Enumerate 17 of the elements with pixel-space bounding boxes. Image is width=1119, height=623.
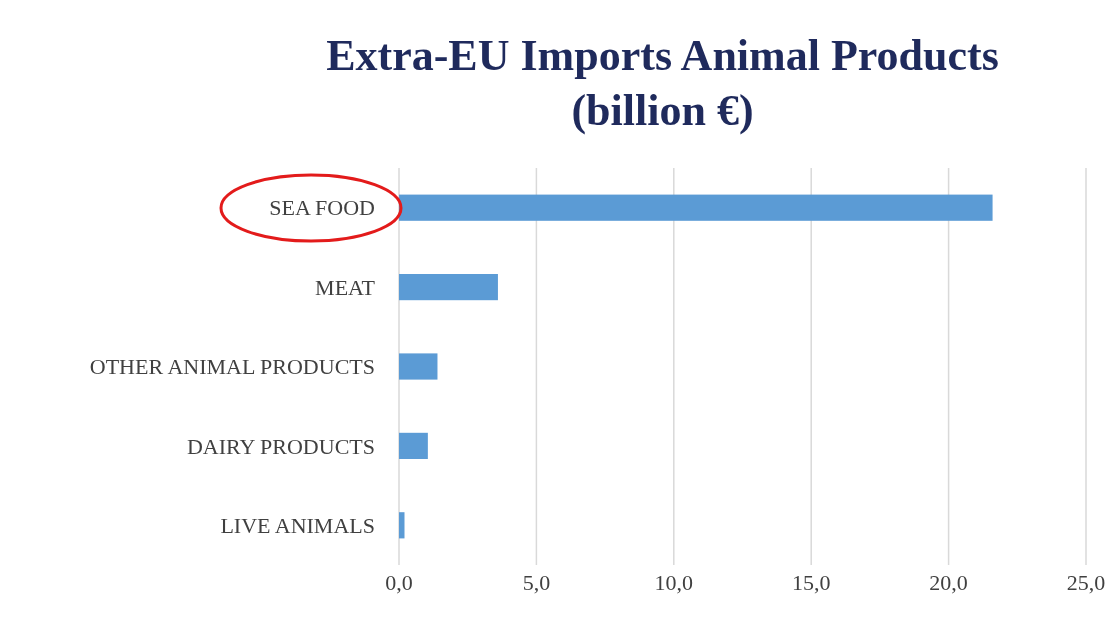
x-tick-label: 0,0 xyxy=(385,570,413,595)
y-tick-label: MEAT xyxy=(315,274,376,300)
bar xyxy=(399,274,498,301)
chart-title: Extra-EU Imports Animal Products (billion €) xyxy=(326,31,999,135)
x-tick-label: 25,0 xyxy=(1066,570,1106,595)
y-tick-label: SEA FOOD xyxy=(269,195,375,221)
y-tick-label: DAIRY PRODUCTS xyxy=(186,433,375,459)
y-tick-label: OTHER ANIMAL PRODUCTS xyxy=(89,354,375,380)
x-tick-label: 10,0 xyxy=(654,570,694,595)
bar xyxy=(399,353,438,380)
bar xyxy=(399,512,405,539)
x-tick-label: 5,0 xyxy=(522,570,551,595)
y-tick-label: LIVE ANIMALS xyxy=(220,513,375,538)
bar xyxy=(399,432,428,459)
x-tick-label: 20,0 xyxy=(929,570,968,595)
x-tick-label: 15,0 xyxy=(791,570,831,595)
bar xyxy=(399,194,993,221)
